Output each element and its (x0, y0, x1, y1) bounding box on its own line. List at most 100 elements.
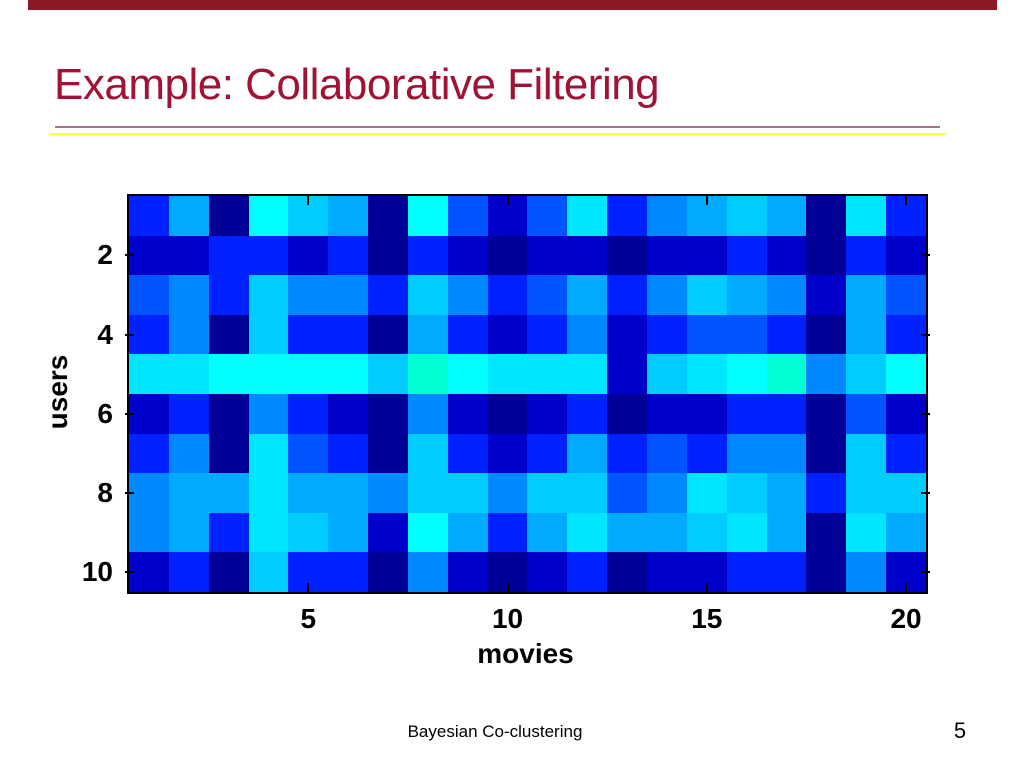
heatmap-cell (368, 512, 408, 553)
heatmap-cell (686, 512, 727, 553)
heatmap-cell (647, 393, 687, 434)
x-tick-label: 15 (691, 603, 723, 634)
tick-mark (506, 196, 509, 205)
heatmap-cell (806, 354, 847, 394)
heatmap-cell (567, 552, 608, 592)
tick-mark (705, 583, 708, 592)
heatmap-cell (368, 235, 408, 276)
page-title: Example: Collaborative Filtering (54, 60, 660, 109)
heatmap-cell (567, 196, 608, 236)
heatmap-cell (647, 433, 687, 474)
heatmap-cell (248, 433, 289, 474)
heatmap-cell (129, 512, 169, 553)
heatmap-cell (487, 433, 528, 474)
heatmap-cell (647, 196, 687, 236)
heatmap-cell (846, 552, 887, 592)
heatmap-cell (368, 196, 408, 236)
heatmap-cell (527, 235, 568, 276)
heatmap-cell (447, 235, 488, 276)
title-rule-yellow (49, 133, 946, 135)
heatmap-cell (248, 235, 289, 276)
y-tick-label: 2 (97, 239, 113, 271)
heatmap-cell (208, 314, 249, 355)
heatmap-cell (766, 473, 807, 513)
heatmap-cell (248, 196, 289, 236)
heatmap-cell (527, 196, 568, 236)
heatmap-cell (368, 314, 408, 355)
heatmap-cell (567, 235, 608, 276)
tick-mark (125, 254, 134, 257)
heatmap-cell (248, 354, 289, 394)
heatmap-cell (567, 433, 608, 474)
heatmap-cell (567, 275, 608, 315)
heatmap-cell (647, 354, 687, 394)
heatmap-cell (607, 314, 648, 355)
heatmap-cell (527, 393, 568, 434)
heatmap-cell (886, 512, 926, 553)
heatmap-cell (487, 473, 528, 513)
heatmap-cell (846, 512, 887, 553)
heatmap-cell (168, 552, 209, 592)
tick-mark (921, 412, 930, 415)
heatmap-cell (368, 393, 408, 434)
heatmap-cell (447, 552, 488, 592)
heatmap-cell (527, 433, 568, 474)
heatmap-cell (886, 433, 926, 474)
heatmap-cell (129, 393, 169, 434)
heatmap-cell (248, 473, 289, 513)
heatmap-cell (407, 235, 448, 276)
heatmap-cell (567, 354, 608, 394)
heatmap-cell (846, 235, 887, 276)
heatmap-cell (527, 314, 568, 355)
heatmap-cell (248, 512, 289, 553)
heatmap-cell (487, 354, 528, 394)
heatmap-cell (288, 433, 329, 474)
heatmap-cell (368, 275, 408, 315)
heatmap-cell (726, 433, 767, 474)
page-number: 5 (953, 718, 967, 743)
heatmap-cell (208, 354, 249, 394)
heatmap-cell (129, 314, 169, 355)
heatmap-cell (607, 393, 648, 434)
heatmap-cell (886, 314, 926, 355)
heatmap-plot (125, 194, 930, 594)
heatmap-cell (647, 275, 687, 315)
heatmap-cell (208, 473, 249, 513)
heatmap-cell (168, 314, 209, 355)
heatmap-cell (368, 552, 408, 592)
tick-mark (506, 583, 509, 592)
heatmap-cell (447, 393, 488, 434)
heatmap-cell (288, 473, 329, 513)
heatmap-cell (647, 552, 687, 592)
heatmap-grid (129, 196, 926, 592)
heatmap-cell (726, 354, 767, 394)
heatmap-cell (407, 473, 448, 513)
heatmap-cell (806, 275, 847, 315)
heatmap-cell (328, 314, 369, 355)
heatmap-cell (726, 552, 767, 592)
heatmap-cell (886, 393, 926, 434)
heatmap-cell (766, 275, 807, 315)
heatmap-cell (328, 512, 369, 553)
heatmap-cell (766, 354, 807, 394)
heatmap-cell (168, 275, 209, 315)
heatmap-cell (208, 393, 249, 434)
heatmap-cell (447, 512, 488, 553)
heatmap-cell (766, 393, 807, 434)
heatmap-cell (328, 196, 369, 236)
heatmap-cell (607, 196, 648, 236)
heatmap-cell (168, 235, 209, 276)
x-axis-label: movies (477, 638, 574, 669)
heatmap-cell (846, 196, 887, 236)
heatmap-cell (726, 512, 767, 553)
heatmap-cell (886, 473, 926, 513)
heatmap-cell (328, 354, 369, 394)
footer-text: Bayesian Co-clustering (407, 722, 583, 741)
y-tick-labels: 2 4 6 8 10 (0, 196, 120, 592)
tick-mark (125, 492, 134, 494)
heatmap-cell (407, 552, 448, 592)
heatmap-cell (129, 354, 169, 394)
heatmap-cell (607, 275, 648, 315)
heatmap-cell (248, 552, 289, 592)
